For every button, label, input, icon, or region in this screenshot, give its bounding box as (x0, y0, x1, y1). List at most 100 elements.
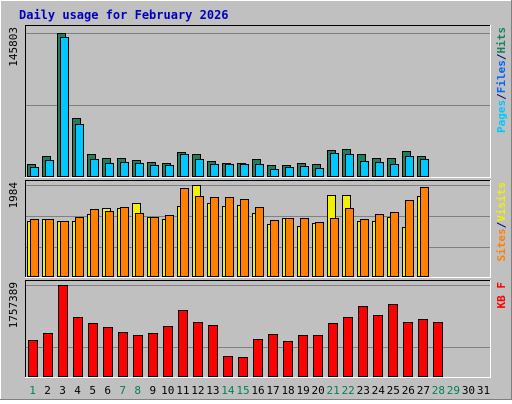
series-legend: Pages/Files/Hits (495, 27, 508, 133)
day-label-24: 24 (372, 384, 386, 397)
bar-kb-f-day-27 (418, 319, 428, 377)
panel-kbytes: 1757389 KB F (7, 280, 508, 378)
day-label-27: 27 (417, 384, 430, 397)
day-label-13: 13 (206, 384, 219, 397)
bar-kb-f-day-15 (238, 357, 248, 377)
day-label-12: 12 (191, 384, 204, 397)
bar-files-day-8 (135, 163, 144, 177)
bar-files-day-5 (90, 159, 99, 177)
day-label-17: 17 (266, 384, 279, 397)
day-label-5: 5 (89, 384, 96, 397)
day-label-6: 6 (104, 384, 111, 397)
series-legend: Sites/Visits (495, 182, 508, 262)
bar-sites-day-7 (120, 207, 129, 277)
bar-files-day-14 (225, 164, 234, 177)
bar-kb-f-day-9 (148, 333, 158, 377)
bar-kb-f-day-28 (433, 322, 443, 377)
bar-kb-f-day-19 (298, 335, 308, 377)
bar-files-day-19 (300, 166, 309, 177)
bar-sites-day-22 (345, 208, 354, 277)
bar-sites-day-20 (315, 222, 324, 277)
legend-entry: / (495, 221, 508, 228)
bar-sites-day-21 (330, 218, 339, 277)
bar-kb-f-day-21 (328, 323, 338, 377)
bar-files-day-25 (390, 164, 399, 177)
day-label-7: 7 (119, 384, 126, 397)
bar-sites-day-11 (180, 188, 189, 277)
panel-plot-area (25, 25, 491, 178)
bar-files-day-13 (210, 164, 219, 177)
bar-sites-day-14 (225, 197, 234, 277)
bar-kb-f-day-1 (28, 340, 38, 377)
bar-files-day-27 (420, 159, 429, 177)
bar-files-day-1 (30, 167, 39, 177)
bar-sites-day-1 (30, 219, 39, 277)
day-label-8: 8 (134, 384, 141, 397)
day-label-28: 28 (432, 384, 445, 397)
bar-kb-f-day-17 (268, 334, 278, 377)
day-label-11: 11 (176, 384, 189, 397)
day-label-18: 18 (281, 384, 294, 397)
bar-kb-f-day-22 (343, 317, 353, 377)
bar-sites-day-18 (285, 218, 294, 277)
legend-entry: / (495, 53, 508, 60)
bar-files-day-11 (180, 154, 189, 177)
bar-sites-day-2 (45, 219, 54, 277)
bar-kb-f-day-4 (73, 317, 83, 377)
series-legend: KB F (495, 282, 508, 309)
bar-kb-f-day-23 (358, 306, 368, 377)
y-max-label: 1757389 (7, 282, 20, 328)
bar-sites-day-24 (375, 214, 384, 277)
day-label-14: 14 (221, 384, 235, 397)
bar-sites-day-19 (300, 218, 309, 277)
day-label-16: 16 (251, 384, 264, 397)
legend-entry: Pages (495, 100, 508, 133)
bar-kb-f-day-8 (133, 335, 143, 377)
day-label-3: 3 (59, 384, 66, 397)
bar-files-day-22 (345, 154, 354, 177)
bar-sites-day-5 (90, 209, 99, 277)
bar-sites-day-9 (150, 217, 159, 277)
day-label-25: 25 (387, 384, 400, 397)
bar-files-day-3 (60, 37, 69, 177)
bar-sites-day-8 (135, 213, 144, 277)
bar-files-day-6 (105, 163, 114, 177)
legend-entry: Hits (495, 27, 508, 54)
y-max-label: 145803 (7, 27, 20, 67)
day-label-9: 9 (149, 384, 156, 397)
bar-kb-f-day-20 (313, 335, 323, 377)
bar-files-day-17 (270, 169, 279, 177)
bar-kb-f-day-2 (43, 333, 53, 377)
bar-kb-f-day-24 (373, 315, 383, 377)
day-label-23: 23 (357, 384, 370, 397)
bar-sites-day-13 (210, 197, 219, 277)
bar-files-day-16 (255, 164, 264, 177)
bar-sites-day-27 (420, 187, 429, 277)
day-label-29: 29 (447, 384, 460, 397)
y-max-label: 1984 (7, 182, 20, 209)
day-label-4: 4 (74, 384, 81, 397)
bar-files-day-2 (45, 160, 54, 177)
bar-kb-f-day-10 (163, 326, 173, 377)
bar-kb-f-day-13 (208, 325, 218, 377)
bar-sites-day-23 (360, 219, 369, 277)
bar-files-day-26 (405, 156, 414, 177)
legend-entry: Visits (495, 182, 508, 222)
day-label-19: 19 (296, 384, 309, 397)
day-label-30: 30 (462, 384, 475, 397)
day-label-15: 15 (236, 384, 249, 397)
bar-sites-day-6 (105, 211, 114, 277)
day-label-1: 1 (29, 384, 36, 397)
bar-kb-f-day-5 (88, 323, 98, 377)
bar-sites-day-25 (390, 212, 399, 277)
bar-sites-day-3 (60, 221, 69, 277)
bar-sites-day-26 (405, 200, 414, 277)
bar-kb-f-day-12 (193, 322, 203, 377)
day-label-21: 21 (327, 384, 340, 397)
bar-kb-f-day-25 (388, 304, 398, 377)
legend-entry: Files (495, 60, 508, 93)
day-label-31: 31 (477, 384, 490, 397)
bar-files-day-12 (195, 159, 204, 177)
